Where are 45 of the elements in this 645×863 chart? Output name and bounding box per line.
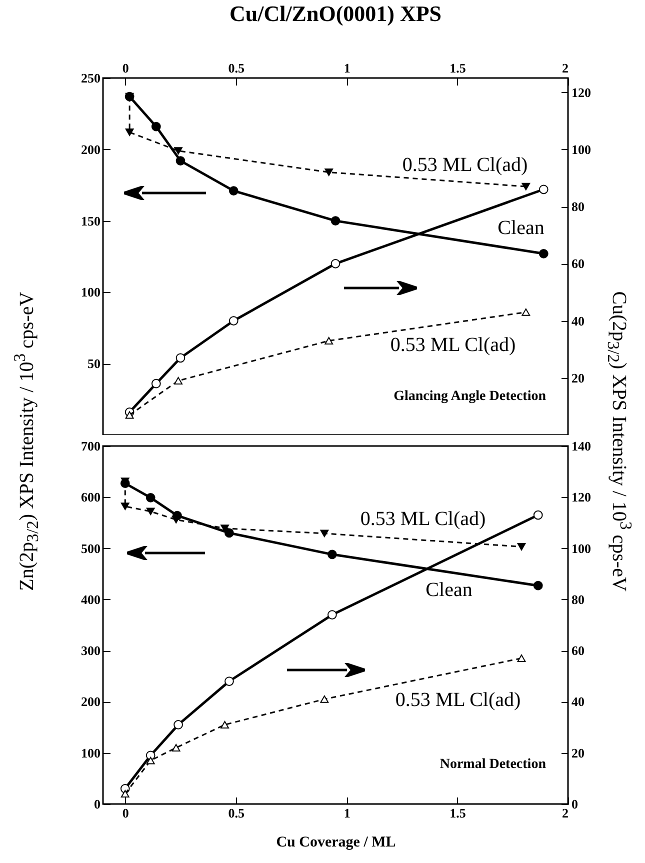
- y-tick-label: 300: [81, 643, 100, 658]
- y2-tick-label: 40: [572, 694, 584, 710]
- y-tick-label: 50: [88, 356, 100, 372]
- annotation: Clean: [426, 579, 472, 601]
- y-tick-label: 200: [81, 142, 100, 157]
- y-tick-label: 100: [81, 745, 100, 760]
- annotation: Clean: [498, 217, 544, 239]
- annotation: 0.53 ML Cl(ad): [395, 689, 521, 711]
- y2-tick-label: 20: [572, 745, 584, 760]
- annotation: Normal Detection: [440, 757, 546, 772]
- y2-tick-label: 20: [572, 370, 584, 386]
- x-tick-label: 1: [344, 806, 350, 820]
- y-tick-label: 200: [81, 694, 100, 710]
- x-tick-label: 1.5: [450, 806, 466, 820]
- x-tick-label: 0: [122, 60, 129, 76]
- y2-tick-label: 80: [572, 199, 584, 214]
- y2-tick-label: 60: [572, 643, 584, 658]
- y2-tick-label: 120: [572, 84, 591, 100]
- chart-title: Cu/Cl/ZnO(0001) XPS: [229, 1, 442, 26]
- annotation: Glancing Angle Detection: [394, 389, 546, 404]
- y-tick-label: 500: [81, 540, 100, 556]
- y2-tick-label: 60: [572, 256, 584, 272]
- annotation: 0.53 ML Cl(ad): [402, 154, 528, 176]
- x-tick-label: 0.5: [228, 806, 245, 820]
- x-axis-title: Cu Coverage / ML: [276, 834, 396, 850]
- y-tick-label: 100: [81, 284, 100, 300]
- x-tick-label: 0.5: [228, 60, 245, 76]
- x-tick-label: 1: [344, 60, 350, 76]
- x-tick-label: 2: [562, 60, 568, 76]
- y-tick-label: 250: [81, 70, 100, 86]
- y2-tick-label: 80: [572, 592, 584, 607]
- y-tick-label: 600: [81, 490, 100, 505]
- y-tick-label: 700: [81, 438, 100, 454]
- y2-tick-label: 100: [572, 142, 591, 157]
- x-tick-label: 1.5: [450, 60, 466, 76]
- y-tick-label: 150: [81, 213, 100, 228]
- x-tick-label: 0: [122, 806, 129, 820]
- y2-tick-label: 40: [572, 313, 584, 328]
- annotation: 0.53 ML Cl(ad): [390, 334, 516, 356]
- y2-tick-label: 120: [572, 490, 591, 505]
- y-tick-label: 400: [81, 592, 100, 607]
- y2-tick-label: 140: [572, 438, 591, 454]
- annotation: 0.53 ML Cl(ad): [360, 508, 486, 530]
- y2-tick-label: 100: [572, 540, 591, 556]
- x-tick-label: 2: [562, 806, 568, 820]
